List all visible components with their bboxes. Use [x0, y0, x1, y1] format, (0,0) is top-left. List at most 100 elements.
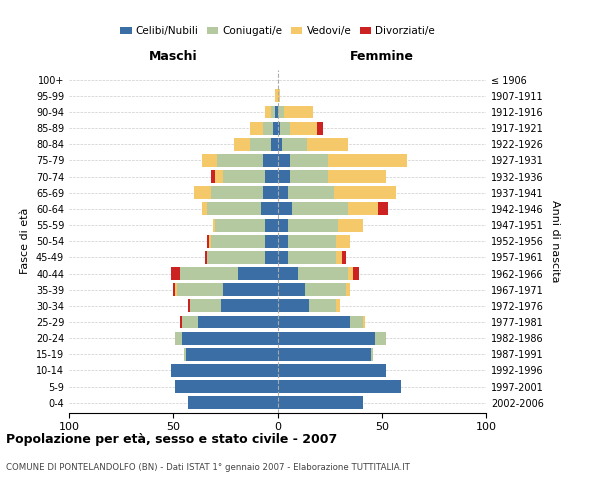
- Bar: [353, 267, 359, 280]
- Y-axis label: Anni di nascita: Anni di nascita: [550, 200, 560, 282]
- Bar: [202, 202, 206, 215]
- Bar: [349, 267, 353, 280]
- Bar: [215, 170, 223, 183]
- Bar: [234, 138, 250, 151]
- Bar: [179, 267, 238, 280]
- Bar: [281, 138, 307, 151]
- Text: Maschi: Maschi: [149, 50, 197, 62]
- Bar: [290, 170, 328, 183]
- Bar: [263, 122, 274, 134]
- Bar: [377, 202, 388, 215]
- Bar: [342, 251, 346, 264]
- Bar: [188, 396, 277, 409]
- Bar: [277, 251, 288, 264]
- Bar: [206, 251, 265, 264]
- Bar: [238, 267, 277, 280]
- Bar: [277, 300, 309, 312]
- Bar: [288, 251, 336, 264]
- Bar: [290, 122, 317, 134]
- Bar: [336, 235, 350, 248]
- Bar: [186, 348, 277, 361]
- Bar: [215, 218, 265, 232]
- Bar: [190, 300, 221, 312]
- Bar: [290, 154, 328, 167]
- Bar: [349, 202, 377, 215]
- Bar: [336, 251, 342, 264]
- Bar: [280, 122, 290, 134]
- Bar: [205, 251, 206, 264]
- Text: COMUNE DI PONTELANDOLFO (BN) - Dati ISTAT 1° gennaio 2007 - Elaborazione TUTTITA: COMUNE DI PONTELANDOLFO (BN) - Dati ISTA…: [6, 462, 410, 471]
- Bar: [274, 122, 277, 134]
- Text: Femmine: Femmine: [350, 50, 414, 62]
- Bar: [334, 186, 397, 199]
- Bar: [211, 235, 265, 248]
- Bar: [202, 154, 217, 167]
- Bar: [261, 202, 277, 215]
- Bar: [317, 122, 323, 134]
- Bar: [288, 218, 338, 232]
- Bar: [211, 170, 215, 183]
- Bar: [213, 218, 215, 232]
- Bar: [275, 106, 277, 118]
- Bar: [265, 235, 277, 248]
- Bar: [336, 300, 340, 312]
- Bar: [206, 235, 209, 248]
- Bar: [206, 202, 261, 215]
- Bar: [277, 332, 376, 344]
- Bar: [217, 154, 263, 167]
- Bar: [179, 316, 182, 328]
- Bar: [184, 348, 186, 361]
- Bar: [338, 218, 363, 232]
- Bar: [171, 267, 179, 280]
- Bar: [277, 316, 350, 328]
- Bar: [265, 218, 277, 232]
- Bar: [223, 170, 265, 183]
- Bar: [277, 106, 284, 118]
- Bar: [371, 348, 373, 361]
- Legend: Celibi/Nubili, Coniugati/e, Vedovi/e, Divorziati/e: Celibi/Nubili, Coniugati/e, Vedovi/e, Di…: [116, 22, 439, 40]
- Bar: [277, 284, 305, 296]
- Bar: [221, 300, 277, 312]
- Bar: [223, 284, 277, 296]
- Y-axis label: Fasce di età: Fasce di età: [20, 208, 30, 274]
- Bar: [307, 138, 349, 151]
- Bar: [175, 332, 182, 344]
- Bar: [182, 332, 277, 344]
- Bar: [277, 186, 288, 199]
- Bar: [350, 316, 363, 328]
- Bar: [277, 235, 288, 248]
- Text: Popolazione per età, sesso e stato civile - 2007: Popolazione per età, sesso e stato civil…: [6, 432, 337, 446]
- Bar: [292, 202, 349, 215]
- Bar: [173, 284, 175, 296]
- Bar: [263, 186, 277, 199]
- Bar: [250, 138, 271, 151]
- Bar: [376, 332, 386, 344]
- Bar: [175, 380, 277, 393]
- Bar: [346, 284, 350, 296]
- Bar: [171, 364, 277, 377]
- Bar: [284, 106, 313, 118]
- Bar: [328, 154, 407, 167]
- Bar: [182, 316, 198, 328]
- Bar: [277, 218, 288, 232]
- Bar: [277, 122, 280, 134]
- Bar: [209, 235, 211, 248]
- Bar: [277, 364, 386, 377]
- Bar: [363, 316, 365, 328]
- Bar: [305, 284, 346, 296]
- Bar: [250, 122, 263, 134]
- Bar: [175, 284, 178, 296]
- Bar: [298, 267, 349, 280]
- Bar: [263, 154, 277, 167]
- Bar: [288, 235, 336, 248]
- Bar: [178, 284, 223, 296]
- Bar: [277, 267, 298, 280]
- Bar: [194, 186, 211, 199]
- Bar: [277, 154, 290, 167]
- Bar: [277, 396, 363, 409]
- Bar: [198, 316, 277, 328]
- Bar: [328, 170, 386, 183]
- Bar: [277, 202, 292, 215]
- Bar: [277, 380, 401, 393]
- Bar: [277, 348, 371, 361]
